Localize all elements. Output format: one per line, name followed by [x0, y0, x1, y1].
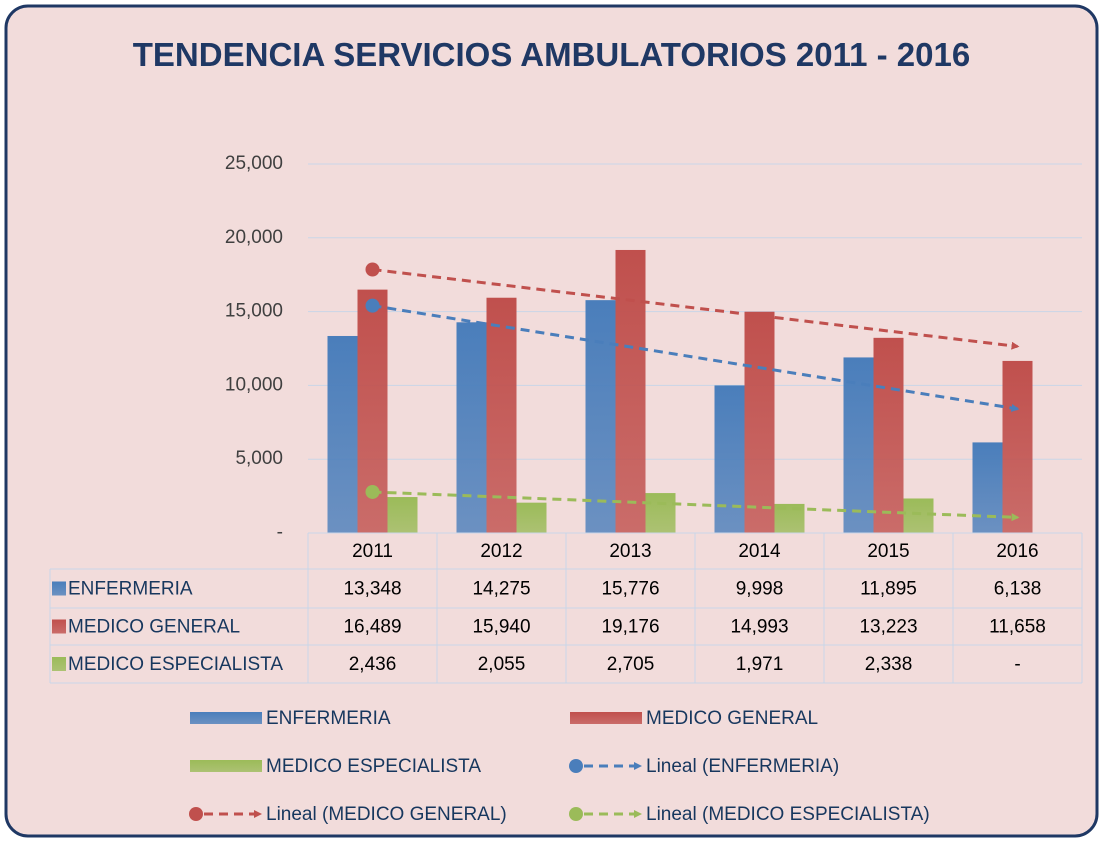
y-tick-label: 10,000	[225, 374, 283, 395]
bar	[714, 385, 745, 533]
y-tick-label: 20,000	[225, 227, 283, 248]
table-row-label: ENFERMERIA	[68, 579, 193, 600]
bar	[387, 497, 418, 533]
table-cell: 14,993	[730, 617, 788, 638]
legend-label: MEDICO GENERAL	[646, 708, 818, 729]
trendline	[372, 490, 1020, 522]
x-tick-label: 2014	[738, 541, 781, 562]
bar	[972, 442, 1003, 533]
table-cell: 13,348	[343, 579, 401, 600]
x-tick-label: 2012	[480, 541, 522, 562]
legend-label: Lineal (ENFERMERIA)	[646, 756, 839, 777]
trendline-start	[365, 298, 380, 313]
chart-title: TENDENCIA SERVICIOS AMBULATORIOS 2011 - …	[132, 36, 971, 73]
table-cell: 2,705	[607, 654, 655, 675]
bar	[873, 337, 904, 533]
legend-swatch	[569, 807, 583, 821]
legend-label: Lineal (MEDICO GENERAL)	[266, 804, 507, 825]
y-tick-label: 5,000	[235, 448, 283, 469]
bar	[615, 249, 646, 534]
bar	[903, 498, 934, 533]
bar	[327, 335, 358, 533]
table-cell: 11,658	[989, 617, 1046, 638]
bar	[486, 297, 517, 533]
trendline-start	[365, 484, 380, 499]
bar	[645, 493, 676, 533]
table-cell: 14,275	[472, 579, 530, 600]
bar	[1002, 360, 1033, 533]
x-tick-label: 2015	[867, 541, 909, 562]
table-legend-key	[52, 657, 66, 671]
bar	[744, 311, 775, 533]
trendline	[372, 268, 1020, 350]
bar	[516, 502, 547, 533]
table-cell: 2,055	[478, 654, 526, 675]
table-cell: 16,489	[343, 617, 401, 638]
table-cell: 15,940	[472, 617, 530, 638]
bar	[585, 300, 616, 533]
legend-swatch	[570, 712, 642, 724]
table-row-label: MEDICO GENERAL	[68, 617, 240, 638]
trendline-start	[365, 262, 380, 277]
table-legend-key	[52, 619, 66, 634]
legend-swatch	[189, 807, 203, 821]
table-cell: 15,776	[601, 579, 659, 600]
bar	[456, 322, 487, 533]
table-cell: 11,895	[860, 579, 917, 600]
x-tick-label: 2013	[609, 541, 651, 562]
table-row-label: MEDICO ESPECIALISTA	[68, 654, 283, 675]
table-cell: 2,338	[865, 654, 913, 675]
legend-swatch	[190, 712, 262, 724]
legend-swatch	[569, 759, 583, 773]
table-cell: 19,176	[601, 617, 659, 638]
table-cell: -	[1014, 654, 1020, 675]
table-cell: 2,436	[349, 654, 397, 675]
legend-swatch	[190, 760, 262, 772]
legend-label: ENFERMERIA	[266, 708, 391, 729]
table-cell: 1,971	[736, 654, 784, 675]
trendline	[372, 304, 1020, 412]
legend-label: MEDICO ESPECIALISTA	[266, 756, 481, 777]
chart-frame	[4, 4, 1099, 838]
y-tick-label: 15,000	[225, 301, 283, 322]
bar	[843, 357, 874, 533]
table-cell: 6,138	[994, 579, 1042, 600]
x-tick-label: 2011	[352, 541, 393, 562]
y-tick-label: -	[277, 522, 283, 543]
x-tick-label: 2016	[996, 541, 1038, 562]
table-cell: 13,223	[859, 617, 917, 638]
table-cell: 9,998	[736, 579, 784, 600]
table-legend-key	[52, 581, 66, 596]
y-tick-label: 25,000	[225, 153, 283, 174]
legend-label: Lineal (MEDICO ESPECIALISTA)	[646, 804, 930, 825]
